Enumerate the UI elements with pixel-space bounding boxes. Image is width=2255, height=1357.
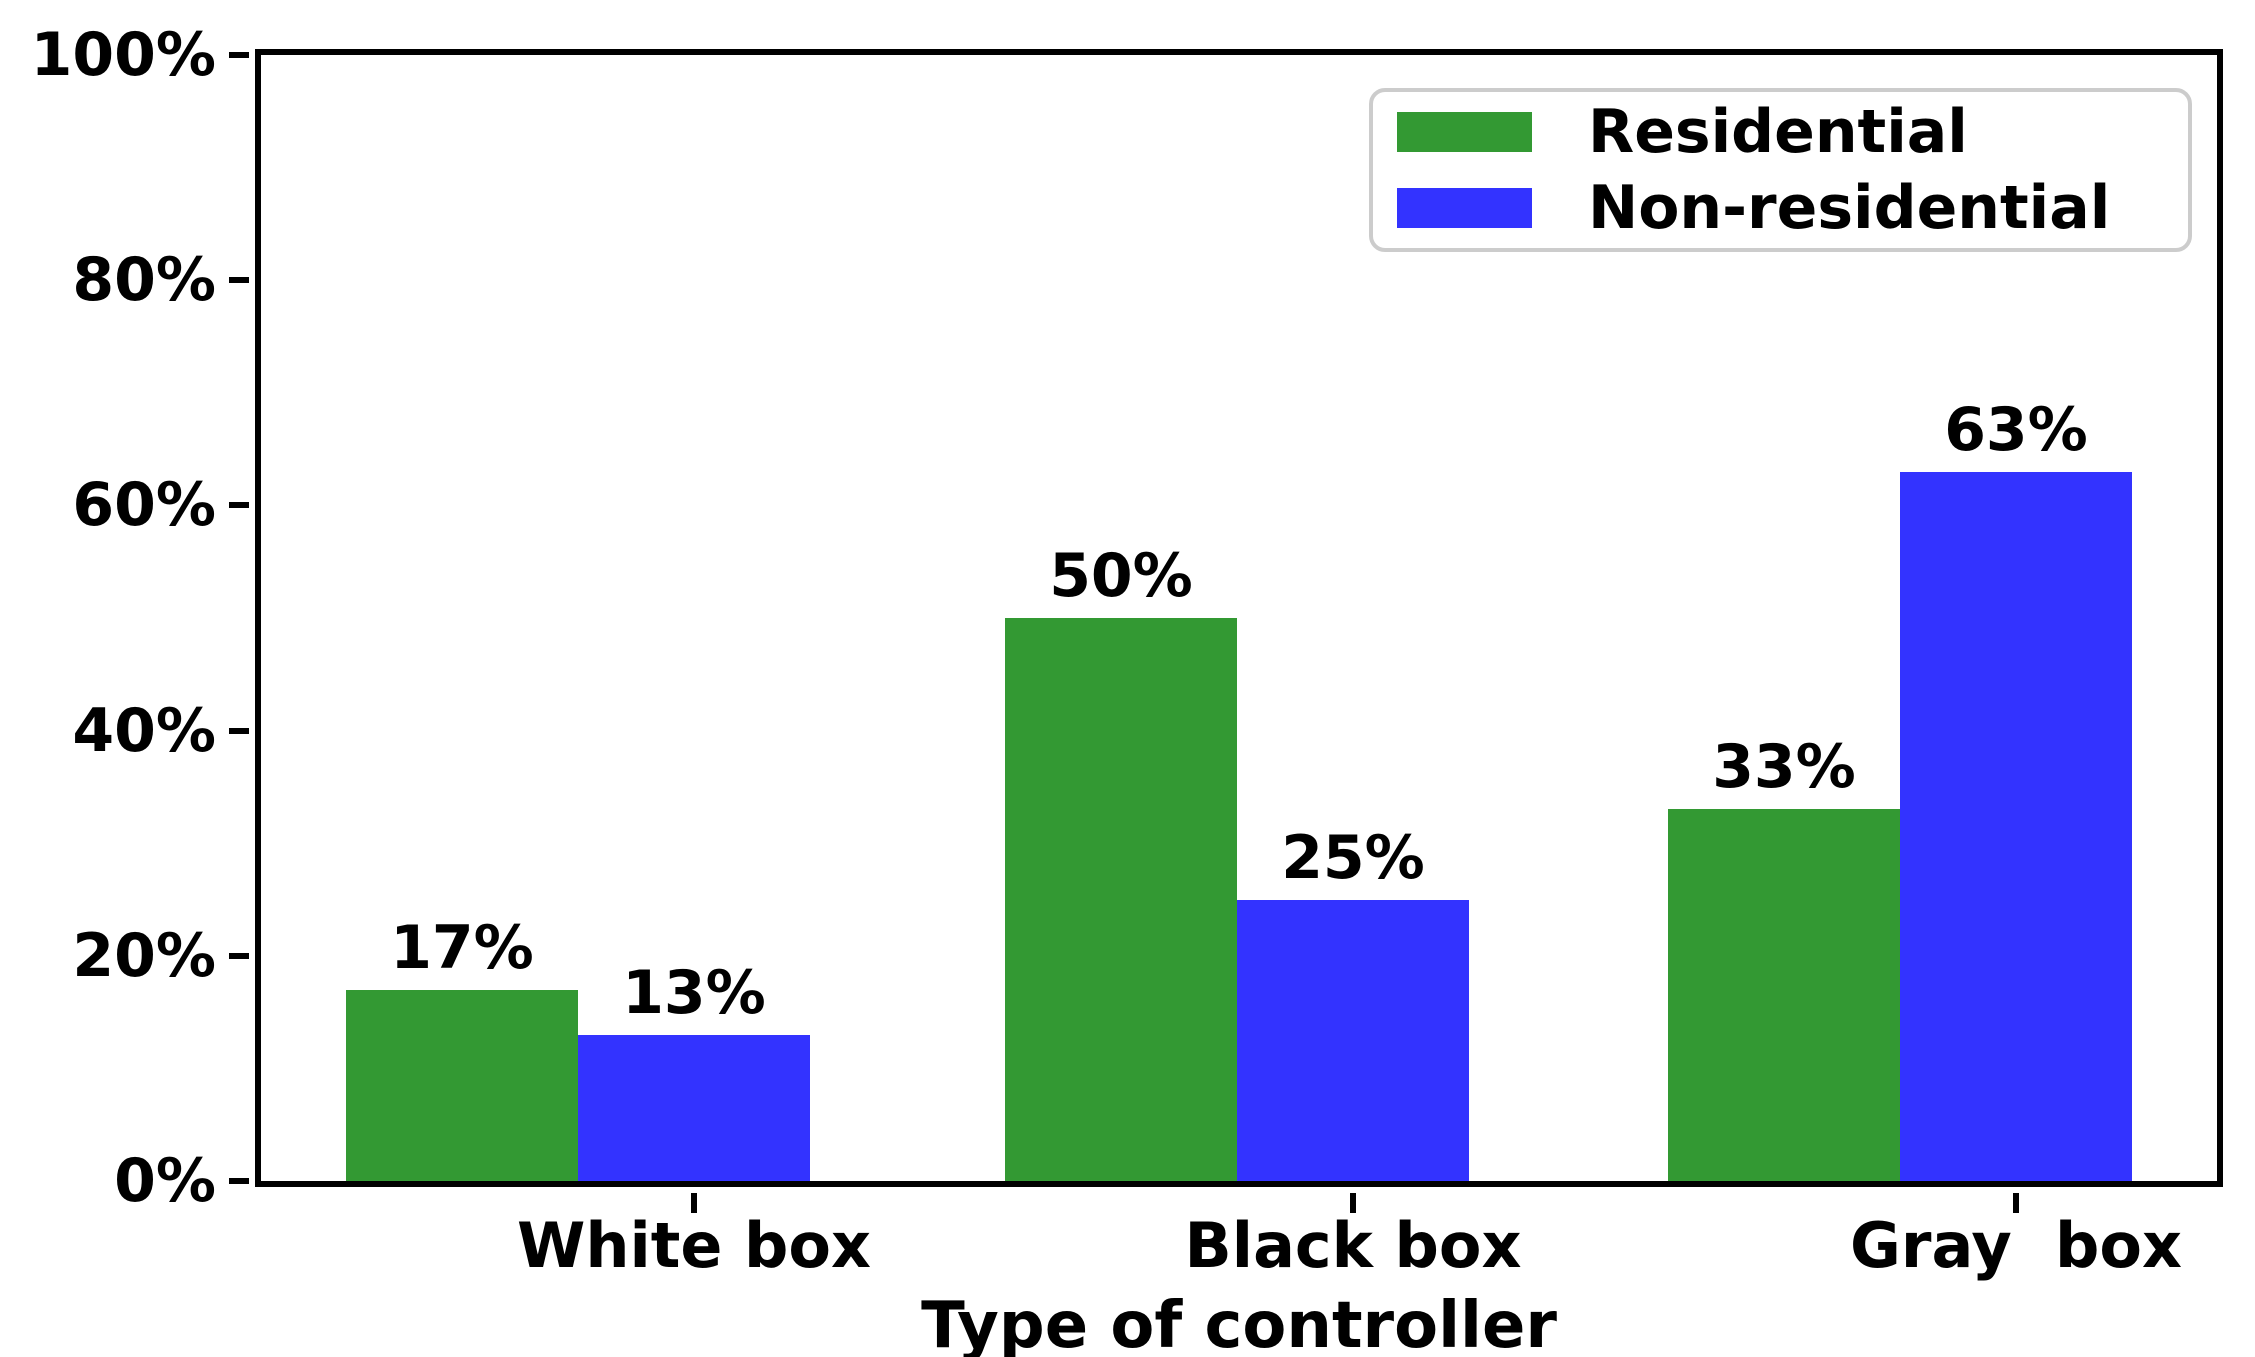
bar-residential-gray-box (1668, 809, 1900, 1181)
y-tick-mark (229, 1178, 249, 1184)
bar-non-residential-black-box (1237, 899, 1469, 1181)
bar-value-label: 25% (1281, 822, 1425, 893)
legend-swatch-non-residential (1397, 188, 1532, 228)
legend-swatch-residential (1397, 112, 1532, 152)
x-tick-mark (691, 1193, 697, 1213)
y-tick-label: 100% (30, 20, 216, 90)
bar-value-label: 63% (1944, 394, 2088, 465)
bar-non-residential-gray-box (1900, 471, 2132, 1181)
x-tick-label: White box (516, 1209, 872, 1282)
y-tick-mark (229, 952, 249, 959)
bar-value-label: 13% (622, 957, 766, 1028)
bar-value-label: 33% (1712, 732, 1856, 803)
y-tick-mark (229, 727, 249, 734)
y-tick-mark (229, 52, 249, 58)
y-tick-label: 20% (72, 920, 216, 991)
x-tick-mark (2013, 1193, 2019, 1213)
bar-residential-black-box (1005, 618, 1237, 1181)
legend-item-non-residential: Non-residential (1393, 175, 2168, 241)
legend-label-non-residential: Non-residential (1588, 173, 2111, 243)
x-axis-title: Type of controller (921, 1289, 1557, 1357)
x-tick-label: Gray box (1850, 1209, 2182, 1282)
y-tick-label: 40% (72, 695, 216, 766)
bar-value-label: 50% (1049, 541, 1193, 611)
y-tick-label: 80% (72, 245, 216, 316)
legend: Residential Non-residential (1369, 88, 2192, 252)
bar-value-label: 17% (390, 912, 534, 983)
bar-residential-white-box (346, 989, 578, 1181)
bar-non-residential-white-box (578, 1034, 810, 1181)
legend-item-residential: Residential (1393, 99, 2168, 165)
y-tick-mark (229, 502, 249, 509)
y-tick-label: 0% (114, 1146, 216, 1216)
x-tick-label: Black box (1184, 1209, 1522, 1282)
legend-label-residential: Residential (1588, 97, 1968, 167)
plot-area: Residential Non-residential Type of cont… (31, 22, 2223, 1357)
y-tick-label: 60% (72, 470, 216, 541)
x-tick-mark (1350, 1193, 1356, 1213)
y-tick-mark (229, 277, 249, 284)
